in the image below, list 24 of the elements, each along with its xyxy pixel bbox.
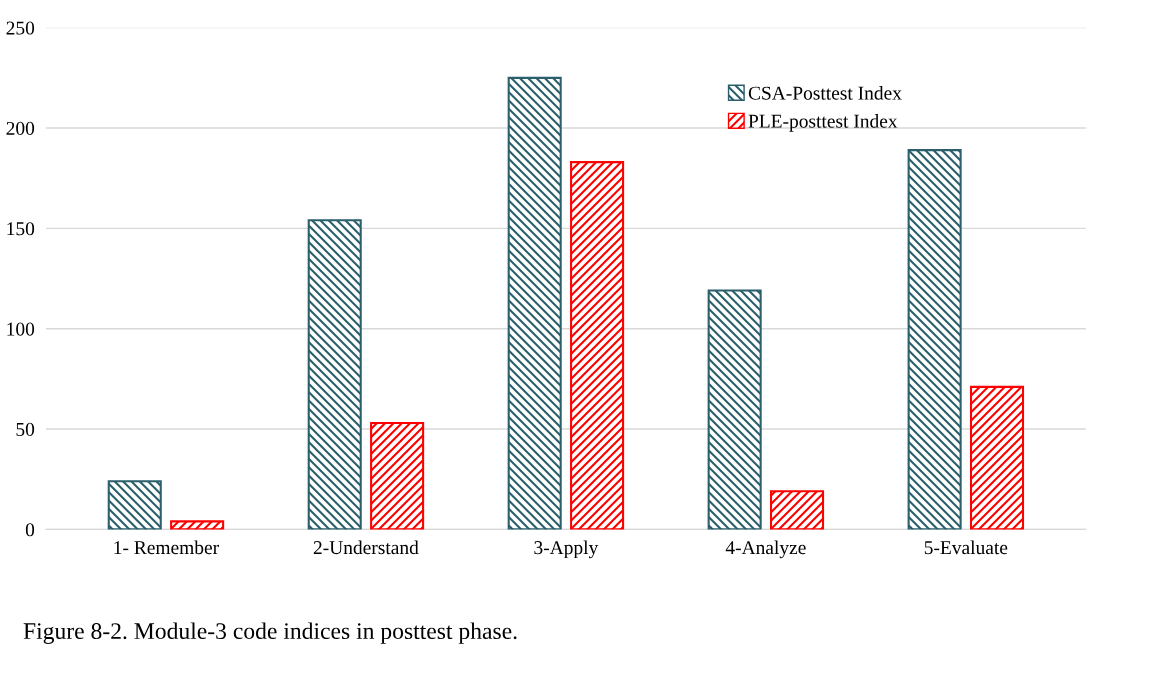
bar [969, 385, 1025, 530]
bar [570, 161, 625, 530]
y-tick-label: 50 [16, 422, 35, 436]
y-tick-label: 100 [7, 322, 35, 336]
bar [370, 421, 425, 530]
x-tick-label: 4-Analyze [725, 540, 806, 559]
y-tick-label: 250 [6, 21, 35, 35]
bar [307, 219, 362, 530]
bar [770, 490, 825, 530]
y-tick-label: 0 [25, 523, 35, 537]
x-tick-label: 3-Apply [534, 540, 599, 559]
y-tick-label: 200 [6, 121, 35, 135]
x-tick-label: 5-Evaluate [924, 540, 1008, 555]
bar [507, 76, 562, 530]
bar [170, 520, 225, 530]
legend-label: PLE-posttest Index [748, 114, 898, 132]
bar [107, 480, 162, 530]
x-tick-label: 2-Understand [313, 540, 419, 555]
caption: Figure 8-2. Module-3 code indices in posttest phase. [23, 622, 517, 644]
legend-label: CSA-Posttest Index [748, 86, 902, 100]
x-tick-label: 1- Remember [114, 540, 219, 555]
bar [707, 289, 762, 530]
y-tick-label: 150 [7, 222, 35, 236]
bar [907, 149, 962, 530]
